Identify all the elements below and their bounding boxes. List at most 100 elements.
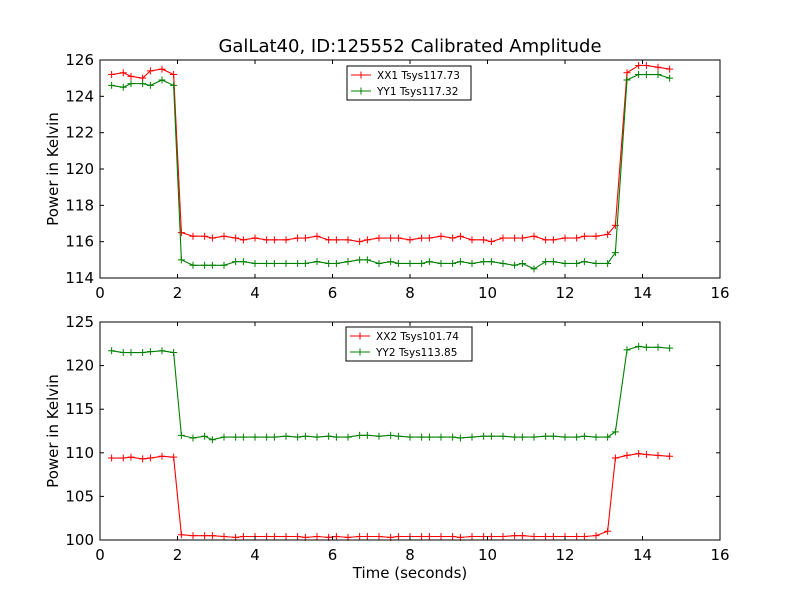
data-point [592, 232, 600, 240]
data-point [108, 454, 116, 462]
data-point [425, 433, 433, 441]
data-point [394, 533, 402, 541]
legend-label-2: YY1 Tsys117.32 [376, 86, 458, 98]
data-point [294, 533, 302, 541]
x-tick-label: 2 [173, 284, 183, 302]
data-point [456, 434, 464, 442]
data-point [220, 533, 228, 541]
data-point [201, 432, 209, 440]
data-point [363, 533, 371, 541]
legend: XX2 Tsys101.74 YY2 Tsys113.85 [345, 326, 473, 362]
legend: XX1 Tsys117.73 YY1 Tsys117.32 [346, 65, 472, 101]
data-point [487, 258, 495, 266]
data-point [592, 259, 600, 267]
data-point [635, 71, 643, 79]
data-point [456, 232, 464, 240]
data-point [468, 236, 476, 244]
x-tick-label: 12 [555, 546, 574, 564]
data-point [325, 236, 333, 244]
data-point [406, 259, 414, 267]
data-point [592, 532, 600, 540]
y-tick-label: 116 [65, 233, 94, 251]
data-point [158, 65, 166, 73]
data-point [425, 533, 433, 541]
data-point [177, 256, 185, 264]
data-point [189, 434, 197, 442]
y-tick-label: 120 [65, 357, 94, 375]
data-point [480, 236, 488, 244]
data-point [332, 236, 340, 244]
data-point [294, 259, 302, 267]
data-point [177, 531, 185, 539]
data-point [666, 452, 674, 460]
data-point [418, 259, 426, 267]
y-tick-label: 120 [65, 160, 94, 178]
x-tick-label: 10 [478, 546, 497, 564]
data-point [170, 453, 178, 461]
data-point [251, 259, 259, 267]
data-point [654, 63, 662, 71]
data-point [549, 236, 557, 244]
data-point [189, 261, 197, 269]
legend-box [346, 65, 472, 101]
data-point [573, 433, 581, 441]
data-point [301, 259, 309, 267]
x-tick-label: 8 [405, 546, 415, 564]
data-point [232, 258, 240, 266]
data-point [542, 533, 550, 541]
subplot-bottom: 0 2 4 6 8 10 12 14 16 100 105 110 115 120 125 Power in … [44, 313, 730, 582]
data-point [263, 259, 271, 267]
data-point [301, 432, 309, 440]
data-point [251, 234, 259, 242]
data-point [208, 532, 216, 540]
x-tick-label: 6 [328, 546, 338, 564]
data-point [127, 72, 135, 80]
data-point [375, 234, 383, 242]
data-point [394, 432, 402, 440]
data-point [499, 533, 507, 541]
y-tick-label: 100 [65, 531, 94, 549]
data-point [418, 533, 426, 541]
x-tick-label: 12 [555, 284, 574, 302]
x-tick-label: 4 [250, 546, 260, 564]
data-point [108, 81, 116, 89]
x-tick-label: 6 [328, 284, 338, 302]
data-point [356, 533, 364, 541]
data-point [375, 533, 383, 541]
data-point [437, 533, 445, 541]
series-markers-1 [108, 61, 674, 246]
x-tick-label: 16 [710, 546, 729, 564]
data-point [239, 433, 247, 441]
data-point [449, 433, 457, 441]
data-point [232, 433, 240, 441]
data-point [387, 258, 395, 266]
series-markers-2 [108, 71, 674, 273]
data-point [654, 71, 662, 79]
data-point [356, 238, 364, 246]
data-point [232, 234, 240, 242]
data-point [580, 258, 588, 266]
data-point [456, 258, 464, 266]
y-tick-label: 125 [65, 313, 94, 331]
data-point [561, 259, 569, 267]
data-point [468, 533, 476, 541]
data-point [487, 238, 495, 246]
data-point [139, 455, 147, 463]
data-point [511, 261, 519, 269]
y-tick-label: 110 [65, 444, 94, 462]
data-point [263, 533, 271, 541]
data-point [623, 451, 631, 459]
data-point [356, 431, 364, 439]
data-point [549, 533, 557, 541]
x-tick-label: 0 [95, 284, 105, 302]
y-tick-label: 126 [65, 51, 94, 69]
data-point [592, 433, 600, 441]
data-point [511, 234, 519, 242]
data-point [561, 433, 569, 441]
data-point [325, 432, 333, 440]
data-point [480, 258, 488, 266]
data-point [654, 343, 662, 351]
data-point [146, 67, 154, 75]
data-point [119, 83, 127, 91]
data-point [208, 234, 216, 242]
